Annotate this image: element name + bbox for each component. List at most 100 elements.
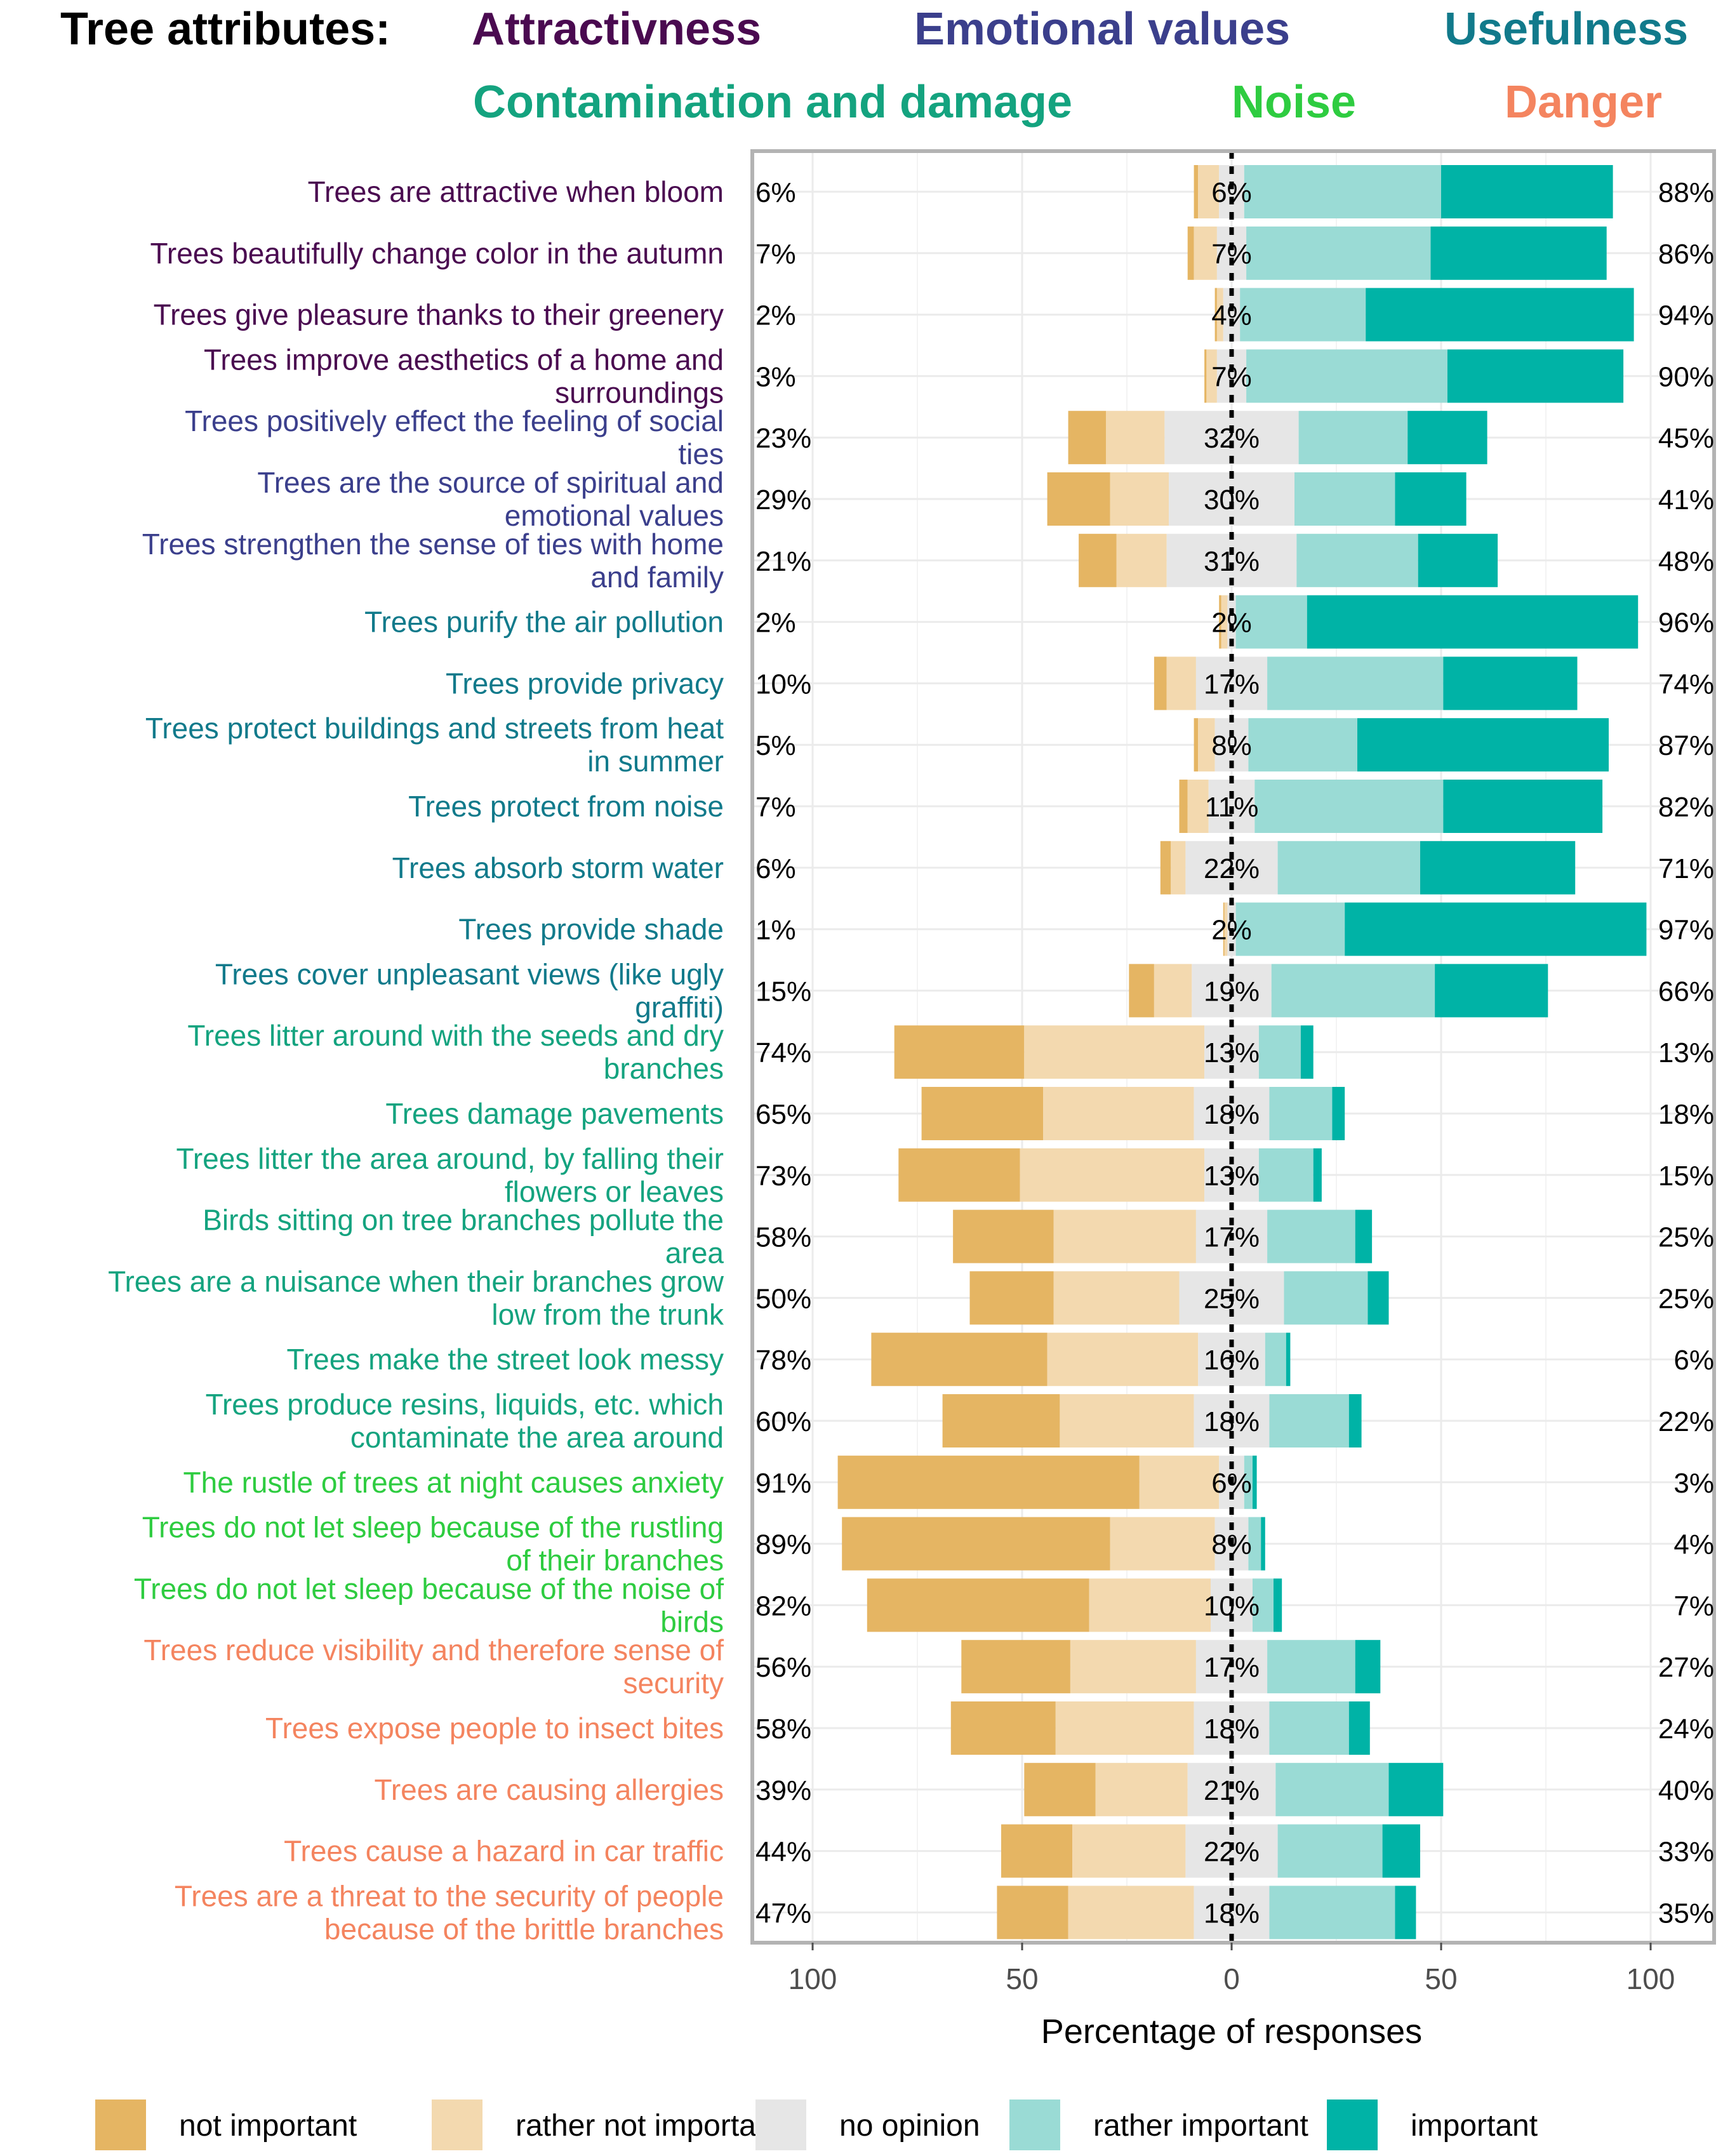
bar-rather-important <box>1235 595 1307 649</box>
legend-swatch-rather-important <box>1009 2099 1060 2150</box>
bar-rather-not-important <box>1187 780 1209 833</box>
bar-rather-important <box>1269 1394 1349 1447</box>
middle-percent-label: 13% <box>1204 1161 1260 1192</box>
bar-not-important <box>942 1394 1060 1447</box>
bar-rather-important <box>1244 165 1441 218</box>
bar-not-important <box>867 1578 1089 1632</box>
bars <box>750 149 1716 1945</box>
bar-rather-important <box>1267 656 1444 710</box>
bar-important <box>1418 533 1498 587</box>
bar-no-opinion <box>1216 226 1247 280</box>
x-axis: Percentage of responses 100 50 0 50 100 <box>788 1943 1675 2051</box>
row-label: security <box>623 1667 724 1700</box>
bar-rather-not-important <box>1198 718 1215 772</box>
row-label: Trees absorb storm water <box>392 851 724 884</box>
bar-rather-important <box>1269 1087 1333 1140</box>
bar-rather-not-important <box>1139 1455 1220 1509</box>
right-percent-label: 6% <box>1673 1345 1714 1376</box>
left-percent-label: 44% <box>755 1837 811 1868</box>
left-percent-label: 7% <box>755 792 796 823</box>
bar-not-important <box>1194 718 1199 772</box>
right-percent-label: 15% <box>1658 1161 1714 1192</box>
middle-percent-label: 7% <box>1211 239 1252 270</box>
middle-percent-label: 31% <box>1204 546 1260 577</box>
bar-rather-important <box>1298 411 1408 465</box>
middle-percent-label: 18% <box>1204 1099 1260 1130</box>
bar-not-important <box>1160 841 1171 895</box>
bar-rather-not-important <box>1095 1762 1188 1816</box>
bar-rather-important <box>1248 718 1357 772</box>
bar-no-opinion <box>1216 349 1247 403</box>
left-percent-label: 74% <box>755 1037 811 1068</box>
bar-rather-important <box>1269 1701 1349 1755</box>
bar-important <box>1430 226 1607 280</box>
row-label: Trees produce resins, liquids, etc. whic… <box>206 1388 724 1421</box>
left-percent-label: 78% <box>755 1345 811 1376</box>
bar-not-important <box>1024 1762 1096 1816</box>
bar-important <box>1435 964 1548 1018</box>
bar-not-important <box>1204 349 1207 403</box>
bar-not-important <box>969 1271 1054 1325</box>
right-percent-label: 88% <box>1658 177 1714 208</box>
row-label: Trees do not let sleep because of the ru… <box>142 1511 724 1544</box>
left-percent-label: 23% <box>755 423 811 454</box>
bar-rather-important <box>1240 288 1366 342</box>
bar-important <box>1366 288 1634 342</box>
row-labels: Trees are attractive when bloom Trees bea… <box>108 175 724 1945</box>
bar-rather-not-important <box>1110 1517 1215 1571</box>
legend-label-important: important <box>1411 2109 1538 2143</box>
bar-rather-not-important <box>1110 472 1169 526</box>
bar-rather-important <box>1269 1886 1395 1940</box>
bar-not-important <box>894 1025 1025 1079</box>
bar-rather-not-important <box>1221 595 1228 649</box>
middle-percent-label: 8% <box>1211 730 1252 761</box>
left-percent-label: 58% <box>755 1222 811 1253</box>
left-percent-label: 60% <box>755 1406 811 1437</box>
left-percent-label: 58% <box>755 1713 811 1745</box>
bar-rather-not-important <box>1198 165 1220 218</box>
bar-important <box>1420 841 1576 895</box>
row-label: Trees reduce visibility and therefore se… <box>143 1634 724 1667</box>
bar-not-important <box>898 1148 1020 1202</box>
left-percent-label: 2% <box>755 300 796 331</box>
legend-swatch-no-opinion <box>755 2099 806 2150</box>
right-percent-label: 96% <box>1658 608 1714 639</box>
bar-not-important <box>997 1886 1068 1940</box>
bar-important <box>1447 349 1624 403</box>
bar-not-important <box>950 1701 1056 1755</box>
left-percent-label: 50% <box>755 1283 811 1314</box>
bar-rather-not-important <box>1053 1271 1180 1325</box>
middle-percent-label: 4% <box>1211 300 1252 331</box>
right-percent-label: 40% <box>1658 1775 1714 1806</box>
bar-rather-not-important <box>1053 1209 1196 1263</box>
row-label: because of the brittle branches <box>324 1912 724 1945</box>
left-percent-label: 47% <box>755 1898 811 1929</box>
bar-rather-important <box>1254 780 1444 833</box>
header-category-noise: Noise <box>1232 77 1356 128</box>
row-label: Trees give pleasure thanks to their gree… <box>154 298 724 331</box>
legend: not important rather not important no opin… <box>95 2099 1538 2150</box>
right-percent-label: 71% <box>1658 853 1714 884</box>
row-label: Trees positively effect the feeling of s… <box>185 404 724 437</box>
row-label: Trees protect buildings and streets from… <box>145 712 724 745</box>
bar-important <box>1300 1025 1314 1079</box>
bar-rather-not-important <box>1043 1087 1194 1140</box>
left-percent-label: 39% <box>755 1775 811 1806</box>
bar-not-important <box>837 1455 1140 1509</box>
bar-not-important <box>1079 533 1117 587</box>
bar-important <box>1407 411 1487 465</box>
header-prefix: Tree attributes: <box>60 4 390 55</box>
legend-label-not-important: not important <box>179 2109 357 2143</box>
row-label: birds <box>660 1605 724 1638</box>
bar-rather-important <box>1246 349 1447 403</box>
bar-rather-important <box>1277 1824 1383 1878</box>
bar-rather-important <box>1248 1517 1261 1571</box>
bar-not-important <box>1214 288 1217 342</box>
bar-not-important <box>1179 780 1188 833</box>
row-label: Trees strengthen the sense of ties with … <box>142 528 724 561</box>
bar-important <box>1382 1824 1420 1878</box>
middle-percent-label: 11% <box>1205 792 1259 823</box>
left-percent-label: 56% <box>755 1652 811 1683</box>
bar-rather-not-important <box>1116 533 1167 587</box>
left-percent-label: 65% <box>755 1099 811 1130</box>
